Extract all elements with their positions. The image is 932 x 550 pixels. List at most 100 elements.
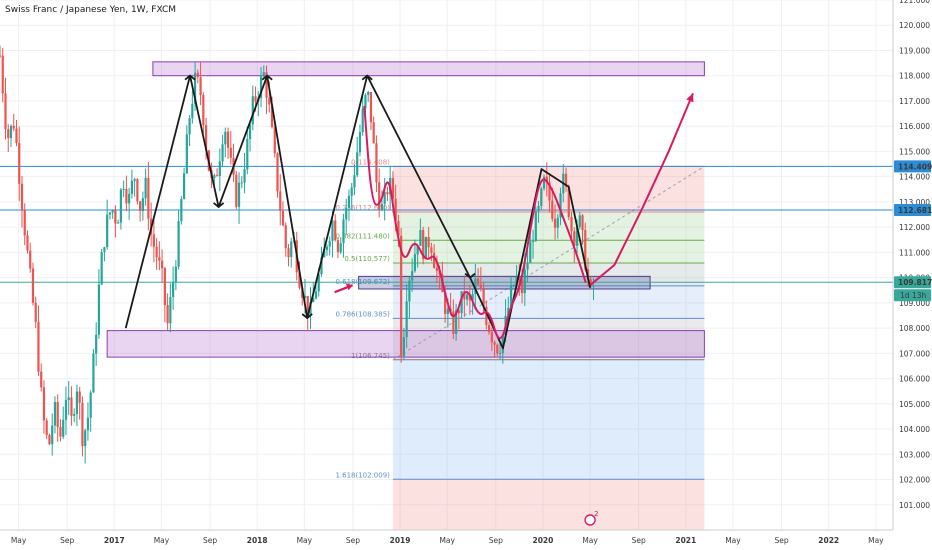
candle-body	[482, 289, 485, 307]
x-tick-label: May	[868, 536, 884, 545]
fib-level-label: 0.236(112.600)	[335, 204, 390, 212]
candle-body	[548, 182, 551, 201]
candle-body	[408, 280, 411, 302]
candle-body	[347, 195, 351, 208]
candle-body	[221, 144, 224, 162]
candle-body	[556, 217, 559, 228]
price-level-badge	[894, 276, 931, 289]
candle-body	[34, 302, 37, 322]
y-tick-label: 113.000	[899, 198, 930, 207]
y-tick-label: 116.000	[899, 122, 930, 131]
candle-body	[290, 241, 293, 258]
candle-body	[383, 192, 386, 204]
candle-body	[237, 182, 241, 207]
candle-body	[350, 187, 353, 196]
trendline-drawings[interactable]: 2	[124, 74, 694, 526]
candle-body	[419, 230, 422, 246]
price-sketch-curve	[363, 105, 587, 340]
candle-body	[545, 176, 548, 183]
candle-body	[81, 402, 84, 447]
candle-body	[23, 210, 26, 236]
y-tick-label: 112.000	[899, 223, 930, 232]
candle-body	[325, 246, 329, 251]
candle-body	[174, 266, 177, 282]
candle-body	[158, 257, 161, 261]
zigzag-arrowhead	[184, 74, 196, 81]
candle-body	[493, 342, 496, 345]
candle-body	[490, 332, 493, 343]
candle-body	[358, 132, 362, 153]
y-tick-label: 108.000	[899, 324, 930, 333]
candle-body	[235, 174, 238, 207]
event-marker	[584, 514, 596, 526]
y-axis-panel	[893, 0, 932, 550]
candle-body	[147, 177, 150, 219]
candle-body	[163, 268, 166, 305]
candle-body	[581, 215, 584, 231]
y-tick-label: 111.000	[899, 248, 930, 257]
event-marker-label: 2	[594, 510, 598, 518]
candle-body	[334, 220, 337, 241]
candle-body	[152, 234, 155, 247]
y-tick-label: 115.000	[899, 147, 930, 156]
candle-body	[199, 77, 202, 96]
candle-body	[37, 321, 40, 372]
candle-body	[487, 325, 491, 333]
candle-body	[369, 92, 373, 123]
y-tick-label: 103.000	[899, 450, 930, 459]
fibonacci-retracement[interactable]: 0(114.408) 0.236(112.600) 0.382(111.480) 0.…	[335, 158, 705, 530]
x-tick-label: May	[582, 536, 598, 545]
candle-body	[584, 230, 587, 270]
x-tick-label: 2019	[390, 536, 411, 545]
candle-body	[380, 203, 384, 210]
price-level-badge-label: 114.409	[898, 162, 932, 171]
fib-level-label: 1.618(102.009)	[335, 471, 390, 479]
price-level-badge	[894, 203, 931, 216]
candle-body	[92, 353, 95, 393]
candle-body	[251, 96, 254, 125]
fib-level-label: 0(114.408)	[351, 158, 390, 166]
pointer-arrow-head	[345, 283, 353, 291]
x-tick-label: May	[439, 536, 455, 545]
candle-body	[15, 128, 18, 144]
candle-body	[270, 104, 274, 128]
candle-body	[240, 182, 243, 184]
x-tick-label: May	[154, 536, 170, 545]
x-tick-label: Sep	[60, 536, 74, 545]
candle-body	[501, 335, 504, 354]
candle-body	[553, 218, 557, 228]
x-tick-label: Sep	[632, 536, 646, 545]
fib-band	[392, 285, 705, 319]
fib-level-label: 1(106.745)	[351, 352, 390, 360]
candle-body	[567, 186, 570, 217]
candle-body	[496, 344, 499, 354]
countdown-label: 1d 13h	[900, 291, 926, 300]
candle-body	[485, 306, 488, 326]
candle-body	[424, 236, 427, 260]
candle-body	[589, 279, 592, 286]
candle-body	[12, 125, 15, 129]
y-tick-label: 109.000	[899, 299, 930, 308]
candle-body	[0, 55, 2, 57]
fib-band-extension	[392, 479, 705, 530]
candle-body	[320, 257, 323, 275]
candle-body	[537, 205, 540, 212]
candle-body	[259, 76, 263, 98]
candle-body	[246, 139, 249, 170]
x-tick-label: May	[725, 536, 741, 545]
candle-body	[114, 210, 117, 224]
price-level-badge-label: 112.681	[898, 206, 932, 215]
supply-demand-zones[interactable]	[106, 61, 705, 358]
candle-body	[224, 131, 227, 145]
candle-body	[476, 278, 480, 285]
candle-body	[196, 72, 199, 78]
candle-body	[523, 269, 526, 294]
candle-body	[575, 226, 579, 246]
candle-body	[331, 220, 334, 241]
candle-body	[542, 176, 546, 189]
candle-body	[336, 240, 340, 253]
candle-body	[254, 96, 257, 102]
fib-band	[392, 318, 705, 360]
candle-body	[273, 127, 276, 154]
